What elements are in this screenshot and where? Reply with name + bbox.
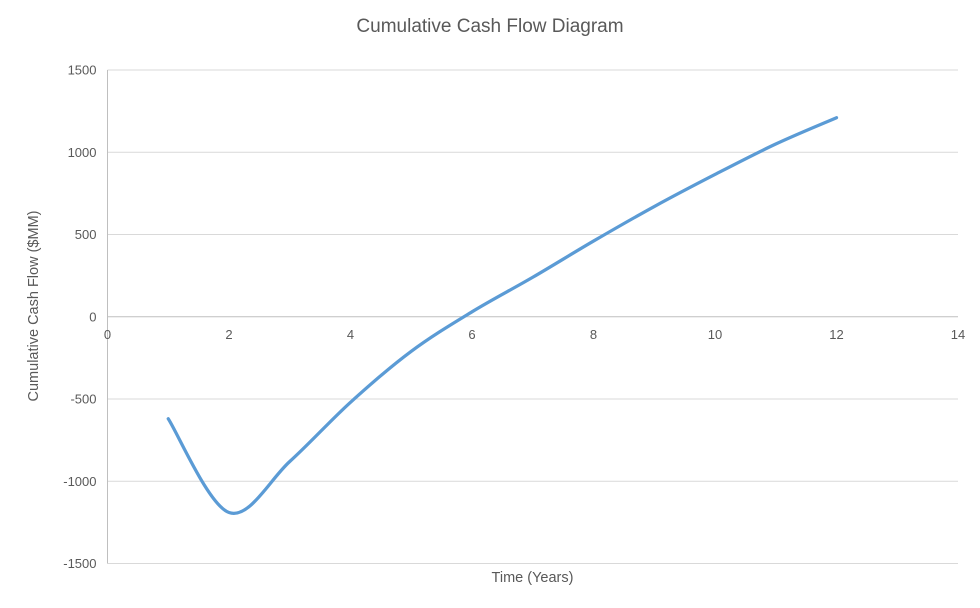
y-tick-label: -500: [70, 392, 96, 407]
y-tick-label: 0: [89, 309, 96, 324]
x-tick-label: 2: [225, 327, 232, 342]
x-tick-label: 10: [708, 327, 722, 342]
y-tick-label: -1000: [63, 474, 96, 489]
y-tick-label: -1500: [63, 556, 96, 571]
cumulative-cash-flow-line: [166, 116, 839, 515]
x-tick-label: 12: [829, 327, 843, 342]
x-tick-label: 0: [104, 327, 111, 342]
x-tick-label: 8: [590, 327, 597, 342]
y-tick-label: 500: [75, 227, 97, 242]
y-tick-label: 1500: [68, 63, 97, 78]
x-tick-label: 6: [468, 327, 475, 342]
chart-title: Cumulative Cash Flow Diagram: [356, 16, 624, 37]
x-tick-label: 14: [951, 327, 965, 342]
x-tick-label: 4: [347, 327, 354, 342]
y-tick-label: 1000: [68, 145, 97, 160]
x-axis-title: Time (Years): [491, 570, 574, 586]
